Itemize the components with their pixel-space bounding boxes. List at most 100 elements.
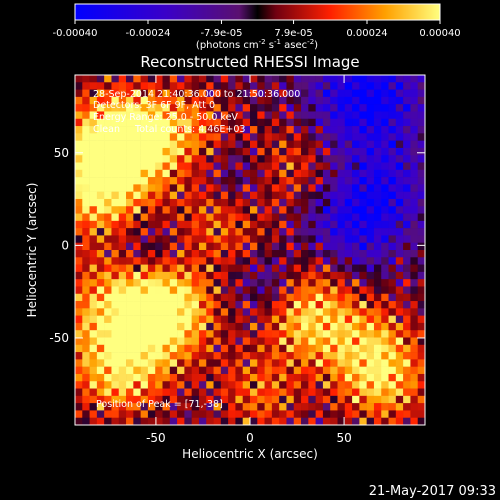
y-axis-label: Heliocentric Y (arcsec) <box>25 183 39 318</box>
heatmap-cell <box>250 388 258 397</box>
heatmap-cell <box>213 395 222 404</box>
heatmap-cell <box>213 337 222 346</box>
heatmap-cell <box>184 410 192 419</box>
heatmap-cell <box>184 140 192 149</box>
heatmap-cell <box>352 271 360 280</box>
heatmap-cell <box>410 140 419 149</box>
heatmap-cell <box>75 82 83 90</box>
heatmap-cell <box>337 235 346 244</box>
heatmap-cell <box>403 155 411 163</box>
heatmap-cell <box>118 308 127 316</box>
heatmap-cell <box>228 111 236 120</box>
heatmap-cell <box>293 96 302 105</box>
heatmap-cell <box>308 133 316 141</box>
heatmap-cell <box>75 96 83 105</box>
heatmap-cell <box>104 366 112 375</box>
heatmap-cell <box>250 315 258 324</box>
heatmap-cell <box>250 366 258 375</box>
heatmap-cell <box>381 293 389 302</box>
heatmap-cell <box>206 206 214 214</box>
heatmap-cell <box>133 184 141 192</box>
heatmap-cell <box>366 75 375 83</box>
heatmap-cell <box>308 169 316 178</box>
heatmap-cell <box>366 388 375 397</box>
heatmap-cell <box>104 147 112 156</box>
heatmap-cell <box>344 373 353 382</box>
heatmap-cell <box>75 133 83 141</box>
heatmap-cell <box>330 301 338 309</box>
heatmap-cell <box>213 308 222 316</box>
heatmap-cell <box>315 133 324 141</box>
heatmap-cell <box>104 337 112 346</box>
heatmap-cell <box>177 140 185 149</box>
heatmap-cell <box>140 403 149 411</box>
heatmap-cell <box>293 337 302 346</box>
heatmap-cell <box>403 301 411 309</box>
heatmap-cell <box>126 308 134 316</box>
heatmap-cell <box>162 257 171 265</box>
heatmap-cell <box>75 381 83 389</box>
heatmap-cell <box>264 169 273 178</box>
heatmap-cell <box>373 104 382 112</box>
heatmap-cell <box>147 75 156 83</box>
heatmap-cell <box>250 250 258 258</box>
heatmap-cell <box>133 140 141 149</box>
heatmap-cell <box>359 322 367 331</box>
heatmap-cell <box>257 126 265 134</box>
heatmap-cell <box>140 177 149 185</box>
heatmap-cell <box>75 286 83 295</box>
heatmap-cell <box>308 352 316 360</box>
heatmap-cell <box>75 264 83 273</box>
heatmap-cell <box>220 162 229 171</box>
heatmap-cell <box>279 75 287 83</box>
heatmap-cell <box>133 352 141 360</box>
heatmap-cell <box>344 403 353 411</box>
heatmap-cell <box>147 271 156 280</box>
heatmap-cell <box>366 155 375 163</box>
heatmap-cell <box>395 315 404 324</box>
heatmap-cell <box>191 75 200 83</box>
heatmap-cell <box>315 198 324 207</box>
heatmap-cell <box>279 191 287 200</box>
heatmap-cell <box>330 140 338 149</box>
heatmap-cell <box>352 337 360 346</box>
heatmap-cell <box>381 162 389 171</box>
heatmap-cell <box>89 191 98 200</box>
heatmap-cell <box>213 184 222 192</box>
heatmap-cell <box>147 330 156 338</box>
heatmap-cell <box>235 206 244 214</box>
heatmap-cell <box>381 301 389 309</box>
heatmap-cell <box>388 104 397 112</box>
heatmap-cell <box>250 228 258 236</box>
heatmap-cell <box>213 271 222 280</box>
heatmap-cell <box>388 359 397 367</box>
heatmap-cell <box>89 403 98 411</box>
heatmap-cell <box>118 82 127 90</box>
heatmap-cell <box>417 82 426 90</box>
heatmap-cell <box>177 75 185 83</box>
heatmap-cell <box>264 140 273 149</box>
heatmap-cell <box>118 96 127 105</box>
heatmap-cell <box>198 126 207 134</box>
heatmap-cell <box>366 330 375 338</box>
heatmap-cell <box>96 344 105 353</box>
heatmap-cell <box>242 155 251 163</box>
heatmap-cell <box>293 381 302 389</box>
heatmap-cell <box>177 82 185 90</box>
heatmap-cell <box>373 308 382 316</box>
heatmap-cell <box>322 162 331 171</box>
heatmap-cell <box>410 184 419 192</box>
heatmap-cell <box>271 126 280 134</box>
heatmap-cell <box>96 257 105 265</box>
heatmap-cell <box>388 228 397 236</box>
heatmap-cell <box>228 206 236 214</box>
heatmap-cell <box>133 242 141 251</box>
heatmap-cell <box>169 133 178 141</box>
heatmap-cell <box>75 235 83 244</box>
heatmap-cell <box>250 395 258 404</box>
heatmap-cell <box>344 206 353 214</box>
heatmap-cell <box>308 344 316 353</box>
heatmap-cell <box>250 279 258 287</box>
heatmap-cell <box>395 155 404 163</box>
heatmap-cell <box>177 184 185 192</box>
